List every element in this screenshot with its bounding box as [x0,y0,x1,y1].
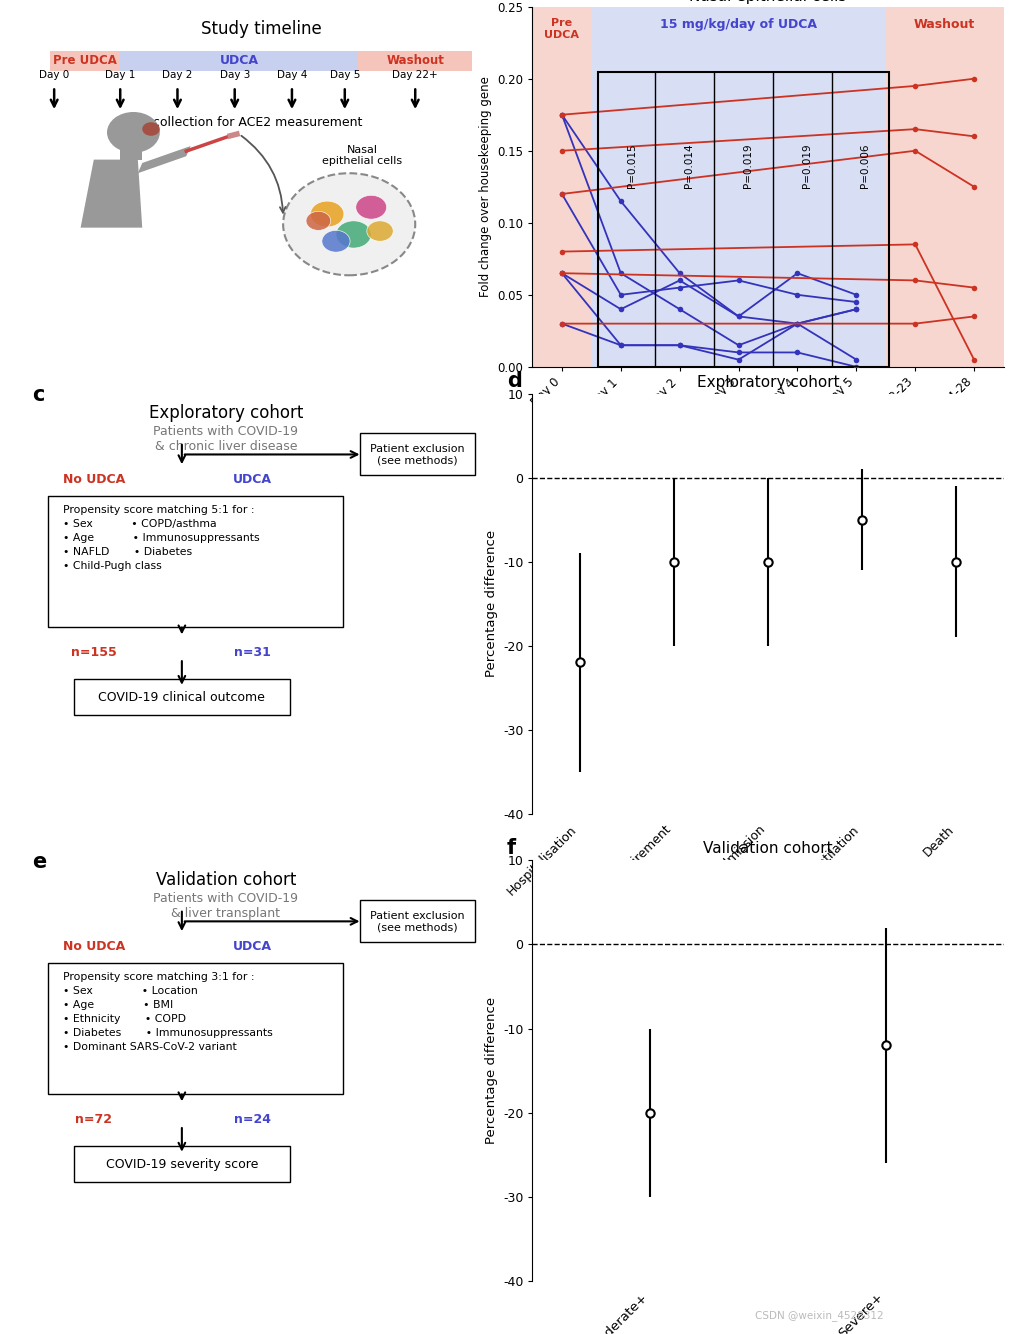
Text: Patients with COVID-19
& chronic liver disease: Patients with COVID-19 & chronic liver d… [154,426,298,454]
Text: Day 0: Day 0 [39,69,70,80]
Circle shape [106,112,160,153]
Bar [532,7,592,367]
Text: Exploratory cohort: Exploratory cohort [148,404,303,422]
Text: P=0.019: P=0.019 [743,144,754,188]
Text: Study timeline: Study timeline [201,20,322,39]
Text: Day 4: Day 4 [276,69,307,80]
Text: Day 2: Day 2 [162,69,193,80]
Y-axis label: Percentage difference: Percentage difference [484,530,498,678]
Text: Patient exclusion
(see methods): Patient exclusion (see methods) [370,911,465,932]
Circle shape [322,231,350,252]
Text: UDCA: UDCA [219,55,259,68]
FancyBboxPatch shape [47,496,343,627]
Text: CSDN @weixin_4528312: CSDN @weixin_4528312 [755,1310,884,1321]
Text: n=72: n=72 [76,1113,113,1126]
Circle shape [355,195,387,219]
Text: Patients with COVID-19
& liver transplant: Patients with COVID-19 & liver transplan… [154,892,298,920]
Text: Validation cohort: Validation cohort [156,871,296,888]
Text: P=0.019: P=0.019 [802,144,812,188]
Text: n=24: n=24 [233,1113,270,1126]
Text: P=0.014: P=0.014 [684,144,694,188]
Text: Propensity score matching 3:1 for :
• Sex              • Location
• Age         : Propensity score matching 3:1 for : • Se… [63,971,272,1051]
Bar [358,51,472,71]
FancyBboxPatch shape [74,1146,290,1182]
Text: Propensity score matching 5:1 for :
• Sex           • COPD/asthma
• Age         : Propensity score matching 5:1 for : • Se… [63,504,260,571]
Text: Patient exclusion
(see methods): Patient exclusion (see methods) [370,444,465,466]
Circle shape [367,221,393,241]
Text: UDCA: UDCA [232,474,271,487]
Y-axis label: Percentage difference: Percentage difference [484,996,498,1145]
Text: Day 5: Day 5 [330,69,360,80]
Text: No UDCA: No UDCA [62,940,125,954]
Text: n=31: n=31 [233,646,270,659]
Text: Day 22+: Day 22+ [392,69,438,80]
Text: 15 mg/kg/day of UDCA: 15 mg/kg/day of UDCA [660,19,817,31]
Text: Day 3: Day 3 [219,69,250,80]
Text: Nasal
epithelial cells: Nasal epithelial cells [323,145,402,167]
Text: P=0.006: P=0.006 [860,144,870,188]
Text: Washout: Washout [914,19,975,31]
Text: COVID-19 clinical outcome: COVID-19 clinical outcome [98,691,265,703]
Bar [598,72,889,367]
Y-axis label: Fold change over housekeeping gene: Fold change over housekeeping gene [479,76,492,297]
Title: Exploratory cohort: Exploratory cohort [696,375,840,390]
FancyBboxPatch shape [360,434,475,475]
Text: f: f [507,838,516,858]
Text: Washout: Washout [386,55,444,68]
Bar [120,141,142,160]
Text: c: c [32,386,44,406]
Bar [50,51,120,71]
Text: e: e [32,852,46,872]
Bar [592,7,886,367]
Polygon shape [81,160,142,228]
Text: No UDCA: No UDCA [62,474,125,487]
Text: Pre UDCA: Pre UDCA [53,55,117,68]
Text: Day 1: Day 1 [105,69,135,80]
Bar [120,51,358,71]
Text: Pre
UDCA: Pre UDCA [545,19,580,40]
Circle shape [142,123,160,136]
Title: Validation cohort: Validation cohort [703,842,833,856]
Title: ACE2 expression
Nasal epithelial cells: ACE2 expression Nasal epithelial cells [689,0,847,4]
Text: UDCA: UDCA [232,940,271,954]
Circle shape [336,221,371,248]
Circle shape [283,173,416,275]
Circle shape [310,201,344,227]
Text: d: d [507,371,522,391]
Text: P=0.015: P=0.015 [627,144,637,188]
Text: Swab collection for ACE2 measurement: Swab collection for ACE2 measurement [116,116,362,128]
FancyBboxPatch shape [360,900,475,942]
Text: COVID-19 severity score: COVID-19 severity score [105,1158,258,1170]
Polygon shape [138,145,190,173]
FancyBboxPatch shape [47,963,343,1094]
Circle shape [306,211,331,231]
Bar [886,7,1004,367]
Text: n=155: n=155 [71,646,117,659]
FancyBboxPatch shape [74,679,290,715]
